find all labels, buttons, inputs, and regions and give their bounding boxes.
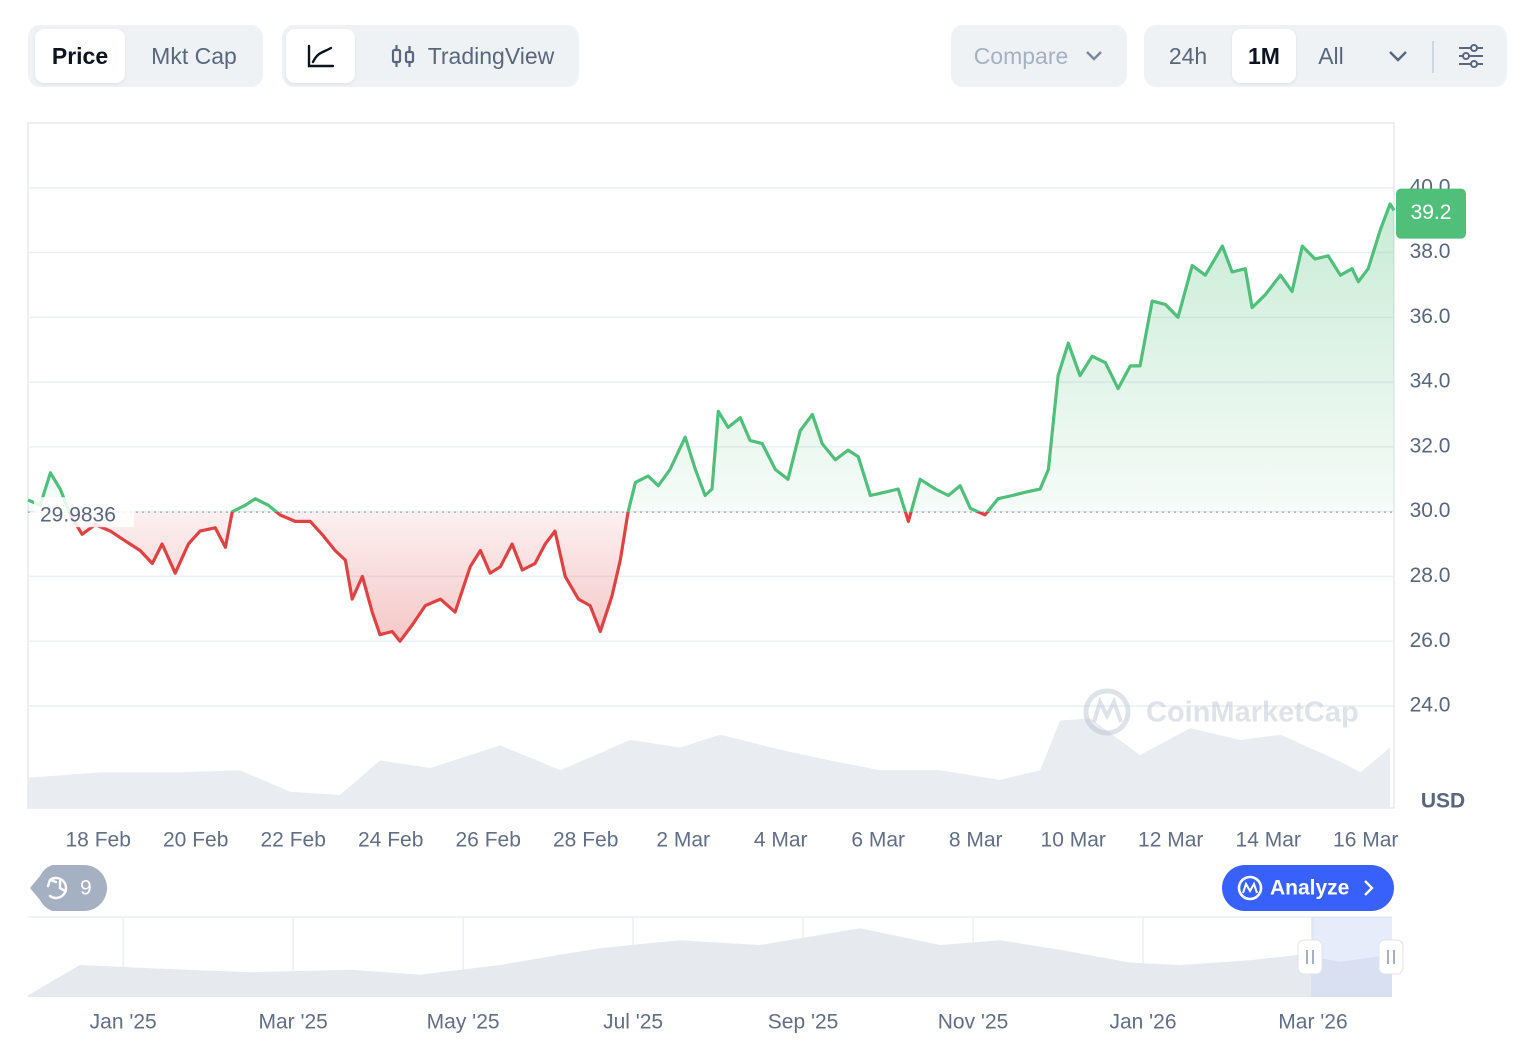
watermark: CoinMarketCap xyxy=(1083,688,1359,736)
navigator-handle[interactable] xyxy=(1378,939,1404,975)
x-tick-label: 14 Mar xyxy=(1236,829,1301,852)
y-tick-label: 38.0 xyxy=(1410,240,1451,263)
navigator-tick-label: Sep '25 xyxy=(768,1011,839,1034)
navigator-tick-label: Jan '25 xyxy=(90,1011,157,1034)
chevron-icon xyxy=(1086,51,1103,61)
chevron-icon xyxy=(1389,51,1407,62)
watermark-text: CoinMarketCap xyxy=(1146,697,1359,729)
chart-style-toggle: TradingView xyxy=(282,25,579,87)
navigator-tick-label: Jul '25 xyxy=(603,1011,663,1034)
compare-label: Compare xyxy=(973,42,1069,69)
compare-button: Compare xyxy=(951,29,1127,83)
settings-button[interactable] xyxy=(1446,29,1496,83)
tradingview-label: TradingView xyxy=(427,42,555,69)
x-tick-label: 20 Feb xyxy=(163,829,228,852)
x-tick-label: 2 Mar xyxy=(656,829,710,852)
analyze-bg xyxy=(1222,865,1394,911)
analyze-logo-mark xyxy=(1242,881,1258,894)
price-tab[interactable]: Price xyxy=(35,29,125,83)
navigator-tick-label: May '25 xyxy=(427,1011,500,1034)
last-price-label: 39.2 xyxy=(1411,201,1452,224)
x-tick-label: 26 Feb xyxy=(456,829,521,852)
watermark-logo xyxy=(1083,688,1131,736)
tradingview-button[interactable]: TradingView xyxy=(372,29,572,83)
range-toggle: 24h 1M All xyxy=(1144,25,1507,87)
navigator-tick-label: Nov '25 xyxy=(938,1011,1009,1034)
handle-bg xyxy=(1297,939,1323,975)
y-tick-label: 28.0 xyxy=(1410,564,1451,587)
line-icon xyxy=(307,44,334,68)
x-tick-label: 22 Feb xyxy=(261,829,326,852)
y-tick-label: 32.0 xyxy=(1410,434,1451,457)
x-tick-label: 12 Mar xyxy=(1138,829,1203,852)
x-tick-label: 16 Mar xyxy=(1333,829,1398,852)
handle-grip xyxy=(1387,950,1395,964)
navigator-tick-label: Jan '26 xyxy=(1109,1011,1176,1034)
price-area xyxy=(28,204,1394,642)
history-pill xyxy=(30,865,107,911)
line-chart-button[interactable] xyxy=(286,29,355,83)
metric-toggle: Price Mkt Cap xyxy=(28,25,263,87)
history-icon xyxy=(46,876,68,900)
y-tick-label: 34.0 xyxy=(1410,370,1451,393)
navigator-area xyxy=(28,928,1392,997)
analyze-chevron xyxy=(1364,880,1374,896)
candle-icon xyxy=(391,45,414,67)
range-dropdown[interactable] xyxy=(1374,29,1422,83)
price-line xyxy=(27,202,1396,643)
navigator-handle[interactable] xyxy=(1297,939,1323,975)
history-count: 9 xyxy=(80,877,92,900)
analyze-logo xyxy=(1237,875,1263,901)
watermark-logo-mark xyxy=(1092,696,1123,723)
handle-grip xyxy=(1306,950,1314,964)
handle-bg xyxy=(1378,939,1404,975)
analyze-button[interactable]: Analyze xyxy=(1222,865,1394,911)
divider xyxy=(1432,41,1434,73)
y-tick-label: 26.0 xyxy=(1410,629,1451,652)
compare-dropdown[interactable]: Compare xyxy=(951,25,1127,87)
settings-icon xyxy=(1459,44,1483,68)
range-24h[interactable]: 24h xyxy=(1168,42,1208,69)
range-1m[interactable]: 1M xyxy=(1232,29,1296,83)
currency-label: USD xyxy=(1421,790,1465,813)
baseline-label: 29.9836 xyxy=(40,504,116,527)
analyze-label: Analyze xyxy=(1270,877,1349,900)
mkt-cap-tab[interactable]: Mkt Cap xyxy=(151,42,237,69)
navigator-tick-label: Mar '25 xyxy=(258,1011,327,1034)
x-tick-label: 10 Mar xyxy=(1041,829,1106,852)
volume-area xyxy=(28,718,1391,808)
navigator-tick-label: Mar '26 xyxy=(1278,1011,1347,1034)
y-tick-label: 30.0 xyxy=(1410,499,1451,522)
x-tick-label: 28 Feb xyxy=(553,829,618,852)
y-tick-label: 24.0 xyxy=(1410,694,1451,717)
x-tick-label: 8 Mar xyxy=(949,829,1003,852)
x-tick-label: 4 Mar xyxy=(754,829,808,852)
x-tick-label: 6 Mar xyxy=(851,829,905,852)
history-button[interactable]: 9 xyxy=(30,865,107,911)
last-price-bg xyxy=(1396,188,1466,239)
range-all[interactable]: All xyxy=(1318,42,1344,69)
baseline-label-bg xyxy=(34,497,134,528)
x-tick-label: 18 Feb xyxy=(66,829,131,852)
y-tick-label: 36.0 xyxy=(1410,305,1451,328)
x-tick-label: 24 Feb xyxy=(358,829,423,852)
